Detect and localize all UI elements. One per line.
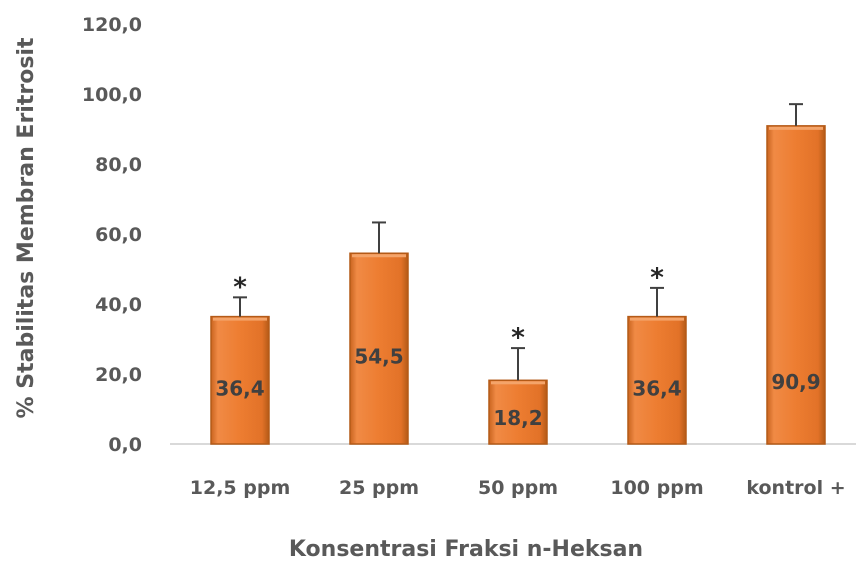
bar-data-label: 36,4 [215,376,264,400]
y-axis-title: % Stabilitas Membran Eritrosit [14,37,39,418]
bar-highlight [630,317,684,321]
bar-highlight [213,317,267,321]
y-axis-ticks: 0,0 20,0 40,0 60,0 80,0 100,0 120,0 [82,14,142,456]
y-tick-label: 100,0 [82,84,142,106]
bar-data-label: 54,5 [354,344,403,368]
bars-group: * 36,4 54,5 * 18,2 * 36,4 90,9 [210,103,826,445]
x-tick-label: kontrol + [746,477,845,499]
bar-highlight [352,254,406,258]
x-tick-label: 50 ppm [478,477,558,499]
x-tick-label: 25 ppm [339,477,419,499]
y-tick-label: 60,0 [95,224,142,246]
y-tick-label: 20,0 [95,364,142,386]
significance-mark: * [511,323,525,353]
x-tick-label: 12,5 ppm [190,477,291,499]
x-axis-ticks: 12,5 ppm 25 ppm 50 ppm 100 ppm kontrol + [190,477,846,499]
x-axis-title: Konsentrasi Fraksi n-Heksan [289,537,643,562]
bar [210,315,270,445]
bar-highlight [769,126,823,130]
bar-highlight [491,381,545,385]
bar [766,125,826,445]
y-tick-label: 120,0 [82,14,142,36]
y-tick-label: 0,0 [108,434,142,456]
bar-data-label: 36,4 [632,376,681,400]
y-tick-label: 40,0 [95,294,142,316]
x-tick-label: 100 ppm [610,477,703,499]
bar-data-label: 90,9 [771,370,820,394]
bar-data-label: 18,2 [493,406,542,430]
y-tick-label: 80,0 [95,154,142,176]
bar [627,315,687,445]
significance-mark: * [233,272,247,302]
significance-mark: * [650,263,664,293]
